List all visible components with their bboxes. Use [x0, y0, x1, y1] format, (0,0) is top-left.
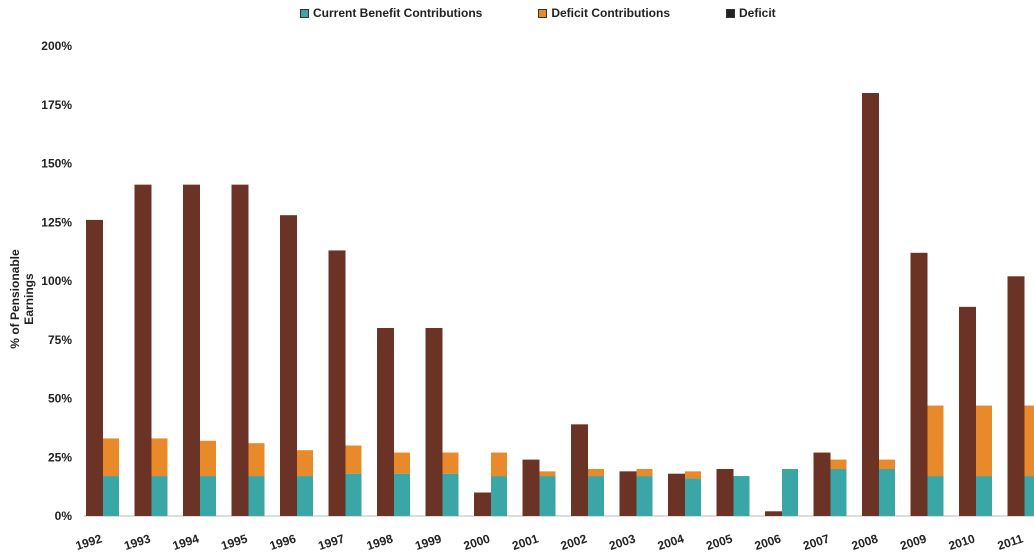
bar-deficit-contributions-1997: [345, 445, 362, 474]
bar-current-benefit-2008: [879, 469, 895, 516]
bar-deficit-2002: [571, 424, 588, 516]
bar-deficit-contributions-2007: [830, 459, 847, 469]
bar-deficit-2003: [619, 471, 637, 516]
bar-deficit-1997: [328, 250, 346, 516]
x-tick-label-1995: 1995: [219, 531, 249, 553]
bar-current-benefit-1999: [442, 473, 459, 516]
bar-current-benefit-2009: [927, 476, 944, 516]
bar-deficit-1994: [183, 184, 200, 516]
y-tick-label: 100%: [41, 274, 72, 288]
bar-deficit-1996: [280, 215, 297, 516]
bar-deficit-contributions-1993: [151, 438, 168, 477]
y-tick-label: 200%: [41, 39, 72, 53]
bar-deficit-2010: [959, 306, 976, 516]
bar-current-benefit-2003: [636, 476, 653, 516]
bar-deficit-2005: [716, 469, 734, 516]
legend-swatch-deficit: [726, 8, 735, 18]
bar-deficit-contributions-2010: [976, 405, 992, 477]
x-tick-label-2011: 2011: [996, 531, 1025, 552]
bar-current-benefit-1994: [200, 476, 216, 516]
y-tick-label: 175%: [41, 98, 72, 112]
x-tick-label-2002: 2002: [559, 531, 589, 553]
bar-deficit-1998: [377, 328, 394, 516]
y-tick-label: 125%: [41, 215, 72, 229]
bar-current-benefit-2010: [976, 476, 992, 516]
legend-swatch-deficit-contributions: [538, 8, 548, 18]
x-tick-label-1996: 1996: [268, 531, 298, 553]
bar-deficit-contributions-2009: [927, 405, 944, 477]
x-tick-label-1998: 1998: [365, 531, 395, 553]
x-tick-label-2006: 2006: [753, 531, 783, 553]
bar-deficit-2008: [862, 93, 879, 516]
x-tick-label-2009: 2009: [898, 531, 928, 553]
legend-item-current-benefit: Current Benefit Contributions: [300, 6, 482, 20]
bar-deficit-contributions-2011: [1024, 405, 1034, 477]
bar-current-benefit-1992: [103, 476, 119, 516]
y-tick-label: 150%: [41, 157, 72, 171]
bar-deficit-2006: [765, 511, 782, 516]
bar-deficit-1995: [231, 184, 249, 516]
bar-deficit-contributions-2008: [879, 459, 895, 469]
x-tick-label-2007: 2007: [801, 531, 831, 553]
legend-label-deficit: Deficit: [739, 6, 776, 20]
bar-deficit-2001: [522, 459, 540, 516]
legend-item-deficit-contributions: Deficit Contributions: [538, 6, 670, 20]
bar-deficit-1999: [425, 328, 443, 516]
x-tick-label-2004: 2004: [656, 531, 686, 553]
bar-current-benefit-1997: [345, 473, 362, 516]
y-tick-label: 75%: [48, 333, 72, 347]
x-tick-label-2003: 2003: [607, 531, 637, 553]
bar-deficit-contributions-2001: [539, 471, 556, 477]
x-tick-label-2005: 2005: [704, 531, 734, 553]
bar-current-benefit-1996: [297, 476, 313, 516]
bar-current-benefit-2002: [588, 476, 604, 516]
x-tick-label-1997: 1997: [316, 531, 346, 553]
bar-deficit-contributions-1998: [394, 452, 410, 474]
bar-current-benefit-1998: [394, 473, 410, 516]
bar-deficit-contributions-1999: [442, 452, 459, 474]
y-tick-label: 50%: [48, 392, 72, 406]
x-tick-label-1999: 1999: [413, 531, 443, 553]
x-tick-label-2000: 2000: [462, 531, 492, 553]
bar-deficit-1992: [86, 219, 103, 516]
bar-current-benefit-2001: [539, 476, 556, 516]
bar-current-benefit-1993: [151, 476, 168, 516]
bar-deficit-2000: [474, 492, 491, 516]
bar-deficit-contributions-1995: [248, 443, 265, 477]
bar-current-benefit-1995: [248, 476, 265, 516]
x-tick-label-1993: 1993: [122, 531, 152, 553]
bar-deficit-contributions-1994: [200, 440, 216, 477]
bar-current-benefit-2005: [733, 476, 750, 516]
bar-deficit-contributions-2004: [685, 471, 701, 479]
legend-label-deficit-contributions: Deficit Contributions: [551, 6, 670, 20]
bar-deficit-contributions-2002: [588, 469, 604, 477]
bar-current-benefit-2011: [1024, 476, 1034, 516]
bar-deficit-contributions-1996: [297, 450, 313, 477]
y-tick-label: 25%: [48, 450, 72, 464]
bar-deficit-contributions-2000: [491, 452, 507, 477]
x-tick-label-1994: 1994: [171, 531, 201, 553]
bar-deficit-contributions-1992: [103, 438, 119, 477]
bar-current-benefit-2000: [491, 476, 507, 516]
x-tick-label-1992: 1992: [74, 531, 104, 553]
bar-current-benefit-2007: [830, 469, 847, 516]
legend: Current Benefit Contributions Deficit Co…: [300, 6, 832, 20]
bar-deficit-2007: [813, 452, 831, 516]
bar-deficit-1993: [134, 184, 152, 516]
x-tick-label-2008: 2008: [850, 531, 880, 553]
bar-current-benefit-2006: [782, 469, 798, 516]
legend-item-deficit: Deficit: [726, 6, 776, 20]
x-tick-label-2001: 2001: [510, 531, 540, 553]
bar-current-benefit-2004: [685, 478, 701, 516]
legend-label-current-benefit: Current Benefit Contributions: [313, 6, 483, 20]
bar-deficit-2011: [1007, 276, 1025, 516]
y-tick-label: 0%: [55, 509, 73, 523]
bar-deficit-2004: [668, 473, 685, 516]
x-tick-label-2010: 2010: [947, 531, 977, 553]
legend-swatch-current-benefit: [300, 8, 309, 18]
bar-deficit-2009: [910, 252, 928, 517]
bar-deficit-contributions-2003: [636, 469, 653, 477]
